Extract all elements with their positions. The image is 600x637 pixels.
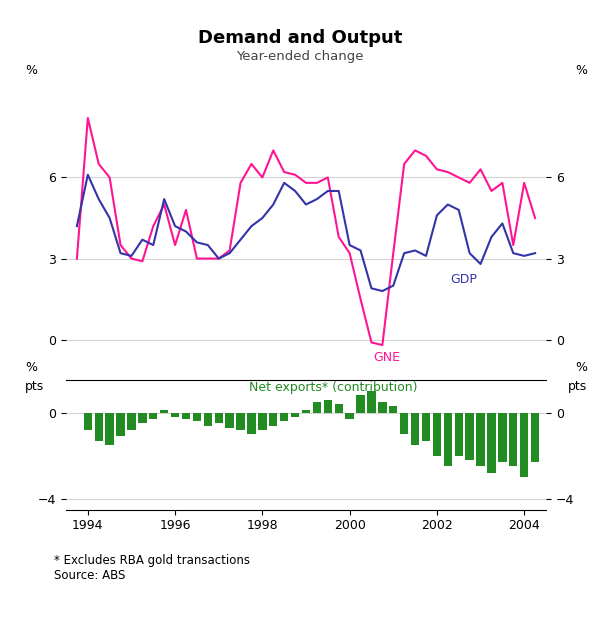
- Bar: [531, 413, 539, 462]
- Text: %: %: [575, 64, 587, 77]
- Bar: [455, 413, 463, 455]
- Bar: [160, 410, 169, 413]
- Bar: [476, 413, 485, 466]
- Text: pts: pts: [25, 380, 44, 393]
- Text: %: %: [25, 64, 37, 77]
- Bar: [171, 413, 179, 417]
- Bar: [335, 404, 343, 413]
- Bar: [466, 413, 474, 460]
- Bar: [226, 413, 234, 427]
- Bar: [258, 413, 266, 430]
- Text: Net exports* (contribution): Net exports* (contribution): [249, 381, 418, 394]
- Bar: [443, 413, 452, 466]
- Bar: [106, 413, 114, 445]
- Text: GDP: GDP: [450, 273, 477, 286]
- Bar: [116, 413, 125, 436]
- Text: %: %: [25, 361, 37, 374]
- Bar: [149, 413, 157, 419]
- Bar: [280, 413, 289, 421]
- Bar: [400, 413, 409, 434]
- Bar: [127, 413, 136, 430]
- Bar: [215, 413, 223, 424]
- Bar: [203, 413, 212, 426]
- Bar: [313, 402, 321, 413]
- Bar: [498, 413, 506, 462]
- Bar: [247, 413, 256, 434]
- Bar: [182, 413, 190, 419]
- Bar: [433, 413, 441, 455]
- Text: GNE: GNE: [374, 352, 401, 364]
- Bar: [356, 396, 365, 413]
- Text: Demand and Output: Demand and Output: [198, 29, 402, 47]
- Text: Year-ended change: Year-ended change: [236, 50, 364, 62]
- Bar: [95, 413, 103, 441]
- Bar: [291, 413, 299, 417]
- Bar: [83, 413, 92, 430]
- Bar: [411, 413, 419, 445]
- Bar: [193, 413, 201, 421]
- Bar: [138, 413, 146, 424]
- Bar: [487, 413, 496, 473]
- Bar: [422, 413, 430, 441]
- Text: pts: pts: [568, 380, 587, 393]
- Bar: [509, 413, 517, 466]
- Text: * Excludes RBA gold transactions
Source: ABS: * Excludes RBA gold transactions Source:…: [54, 554, 250, 582]
- Bar: [520, 413, 529, 477]
- Bar: [378, 402, 386, 413]
- Bar: [236, 413, 245, 430]
- Text: %: %: [575, 361, 587, 374]
- Bar: [389, 406, 397, 413]
- Bar: [269, 413, 277, 426]
- Bar: [323, 399, 332, 413]
- Bar: [346, 413, 354, 419]
- Bar: [302, 410, 310, 413]
- Bar: [367, 391, 376, 413]
